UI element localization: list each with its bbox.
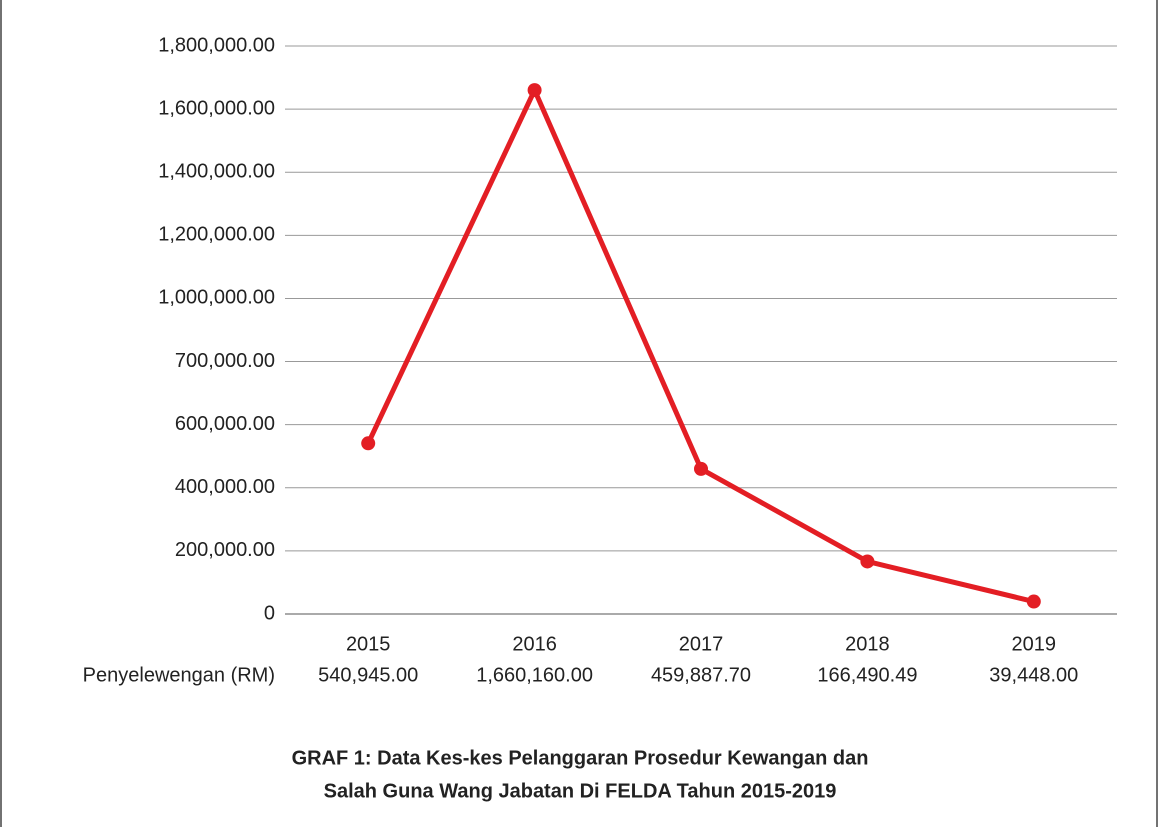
y-tick-label: 700,000.00 [175,350,275,372]
point [527,83,542,98]
y-tick-label: 1,200,000.00 [158,224,275,246]
y-tick-label: 1,000,000.00 [158,287,275,309]
data-label: 459,887.70 [651,664,751,686]
data-label: 166,490.49 [817,664,917,686]
x-tick-label: 2017 [679,633,724,655]
point [361,436,376,451]
point [694,461,708,476]
y-tick-label: 0 [264,602,275,624]
data-label: 39,448.00 [989,664,1078,686]
data-label: 1,660,160.00 [476,664,593,686]
series-line [365,87,1035,604]
y-tick-label: 200,000.00 [175,539,275,561]
x-tick-label: 2019 [1012,633,1057,655]
y-tick-label: 1,400,000.00 [158,161,275,183]
chart-title: Salah Guna Wang Jabatan Di FELDA Tahun 2… [324,780,837,802]
data-label: 540,945.00 [318,664,418,686]
chart-title: GRAF 1: Data Kes-kes Pelanggaran Prosedu… [292,747,869,769]
series-name: Penyelewengan (RM) [83,664,275,686]
y-tick-label: 1,600,000.00 [158,97,275,119]
point [860,554,875,569]
point [1026,594,1041,609]
y-tick-label: 600,000.00 [175,413,275,435]
y-tick-label: 400,000.00 [175,476,275,498]
y-tick-label: 1,800,000.00 [158,34,275,56]
x-tick-label: 2015 [346,633,391,655]
x-tick-label: 2018 [845,633,890,655]
x-tick-label: 2016 [512,633,557,655]
